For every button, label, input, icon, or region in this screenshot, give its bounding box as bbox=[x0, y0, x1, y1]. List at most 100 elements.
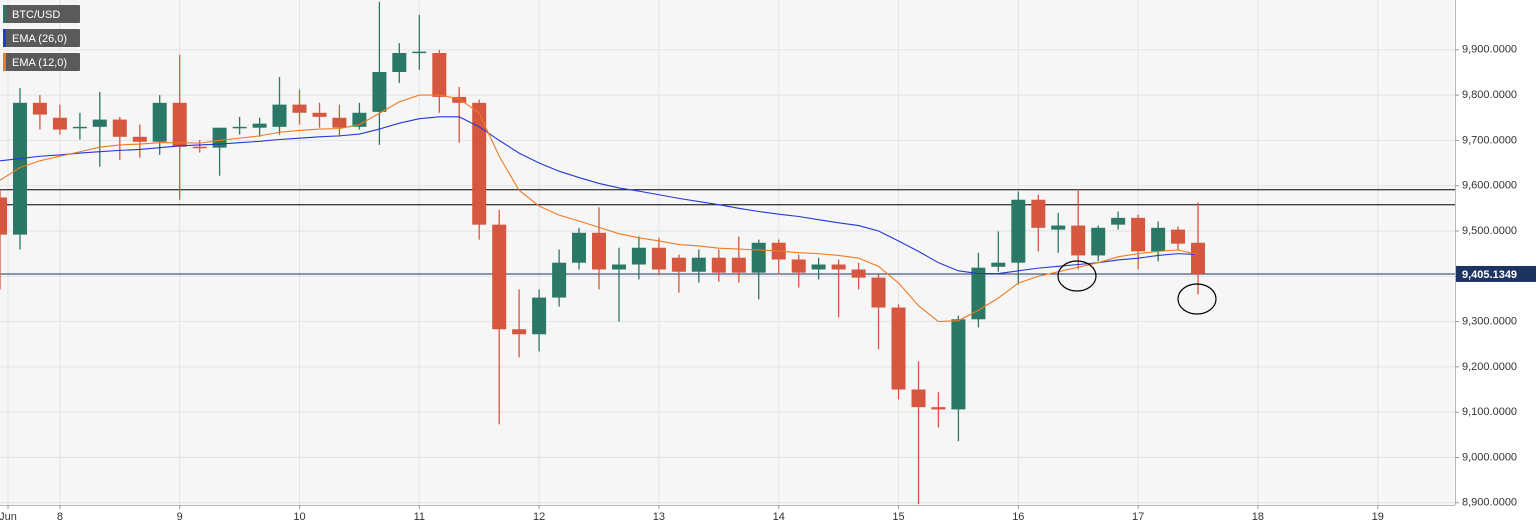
candle-body bbox=[911, 389, 926, 408]
y-tick-label: 9,800.0000 bbox=[1462, 89, 1517, 101]
candle-body bbox=[232, 126, 247, 129]
candle-body bbox=[731, 257, 746, 273]
candle-body bbox=[691, 257, 706, 272]
y-tick-label: 9,000.0000 bbox=[1462, 451, 1517, 463]
legend-box bbox=[3, 29, 80, 47]
candle-body bbox=[92, 119, 107, 127]
candle-body bbox=[432, 52, 447, 97]
ema-line bbox=[0, 94, 1199, 323]
candle-body bbox=[512, 329, 527, 335]
x-tick-label: 9 bbox=[177, 511, 183, 523]
legend-swatch bbox=[3, 5, 6, 23]
candle-body bbox=[172, 102, 187, 147]
candle-body bbox=[831, 264, 846, 270]
candle-body bbox=[711, 257, 726, 273]
legend-swatch bbox=[3, 53, 6, 71]
candle-body bbox=[671, 257, 686, 272]
candle-body bbox=[132, 136, 147, 142]
x-tick-label: 14 bbox=[773, 511, 785, 523]
candle-body bbox=[52, 117, 67, 130]
candle-body bbox=[13, 102, 28, 235]
y-tick-label: 9,500.0000 bbox=[1462, 225, 1517, 237]
candle-body bbox=[72, 126, 87, 129]
candle-body bbox=[751, 242, 766, 273]
legend-box bbox=[3, 53, 80, 71]
y-tick-label: 9,100.0000 bbox=[1462, 406, 1517, 418]
ema-lines bbox=[0, 94, 1199, 323]
y-tick-label: 9,300.0000 bbox=[1462, 315, 1517, 327]
candle-body bbox=[352, 112, 367, 127]
candle-body bbox=[1171, 229, 1186, 244]
legend: BTC/USD EMA (26,0) EMA (12,0) bbox=[3, 5, 80, 71]
candle-body bbox=[152, 102, 167, 142]
price-label-box bbox=[1456, 265, 1536, 282]
x-tick-label: 19 bbox=[1372, 511, 1384, 523]
candle-body bbox=[1131, 217, 1146, 252]
candle-body bbox=[112, 119, 127, 137]
candle-body bbox=[552, 262, 567, 298]
legend-label: EMA (26,0) bbox=[12, 33, 67, 45]
candle-body bbox=[0, 197, 8, 235]
candle-body bbox=[532, 297, 547, 335]
x-tick-label: 11 bbox=[414, 511, 425, 523]
annotation-circle bbox=[1057, 260, 1097, 292]
candle-body bbox=[891, 307, 906, 390]
candle-body bbox=[1031, 199, 1046, 228]
axes: 8,900.0000 9,000.0000 9,100.0000 9,200.0000… bbox=[0, 44, 1536, 523]
x-tick-label: 17 bbox=[1132, 511, 1144, 523]
candle-body bbox=[631, 247, 646, 265]
candles bbox=[0, 1, 1206, 505]
candle-body bbox=[32, 102, 47, 115]
candle-body bbox=[1151, 227, 1166, 252]
candle-body bbox=[272, 104, 287, 127]
candle-body bbox=[851, 269, 866, 278]
candle-body bbox=[1051, 225, 1066, 230]
candle-body bbox=[292, 104, 307, 113]
candle-body bbox=[811, 264, 826, 270]
ema-line bbox=[0, 116, 1199, 275]
legend-swatch bbox=[3, 29, 6, 47]
y-tick-label: 9,900.0000 bbox=[1462, 44, 1517, 56]
candle-body bbox=[951, 319, 966, 410]
candle-body bbox=[192, 146, 207, 149]
y-tick-label: 8,900.0000 bbox=[1462, 497, 1517, 509]
candle-body bbox=[791, 259, 806, 273]
candle-body bbox=[931, 407, 946, 410]
candle-body bbox=[572, 232, 587, 263]
candle-body bbox=[871, 277, 886, 308]
candle-body bbox=[332, 117, 347, 128]
candle-body bbox=[1111, 217, 1126, 225]
x-tick-label: 8 bbox=[57, 511, 63, 523]
x-tick-label: 12 bbox=[533, 511, 545, 523]
x-tick-label: Jun bbox=[0, 511, 17, 523]
candle-body bbox=[492, 224, 507, 330]
y-tick-label: 9,700.0000 bbox=[1462, 134, 1517, 146]
candle-body bbox=[472, 102, 487, 225]
candle-body bbox=[452, 96, 467, 103]
legend-label: EMA (12,0) bbox=[12, 57, 67, 69]
x-tick-label: 15 bbox=[892, 511, 904, 523]
candle-body bbox=[212, 127, 227, 148]
candle-body bbox=[312, 112, 327, 117]
candle-body bbox=[1011, 199, 1026, 263]
candle-body bbox=[612, 264, 627, 270]
candle-body bbox=[1191, 242, 1206, 274]
candle-body bbox=[1071, 225, 1086, 256]
candle-body bbox=[392, 52, 407, 73]
candle-body bbox=[991, 262, 1006, 267]
x-tick-label: 10 bbox=[293, 511, 305, 523]
candle-body bbox=[971, 267, 986, 320]
candle-body bbox=[372, 72, 387, 112]
price-label: 9,405.1349 bbox=[1462, 269, 1517, 281]
y-tick-label: 9,600.0000 bbox=[1462, 180, 1517, 192]
candle-body bbox=[412, 51, 427, 54]
levels bbox=[0, 189, 1455, 275]
legend-label: BTC/USD bbox=[12, 9, 60, 21]
candle-body bbox=[651, 247, 666, 270]
y-tick-label: 9,200.0000 bbox=[1462, 361, 1517, 373]
candle-body bbox=[252, 123, 267, 128]
candle-body bbox=[592, 232, 607, 270]
x-tick-label: 13 bbox=[653, 511, 665, 523]
